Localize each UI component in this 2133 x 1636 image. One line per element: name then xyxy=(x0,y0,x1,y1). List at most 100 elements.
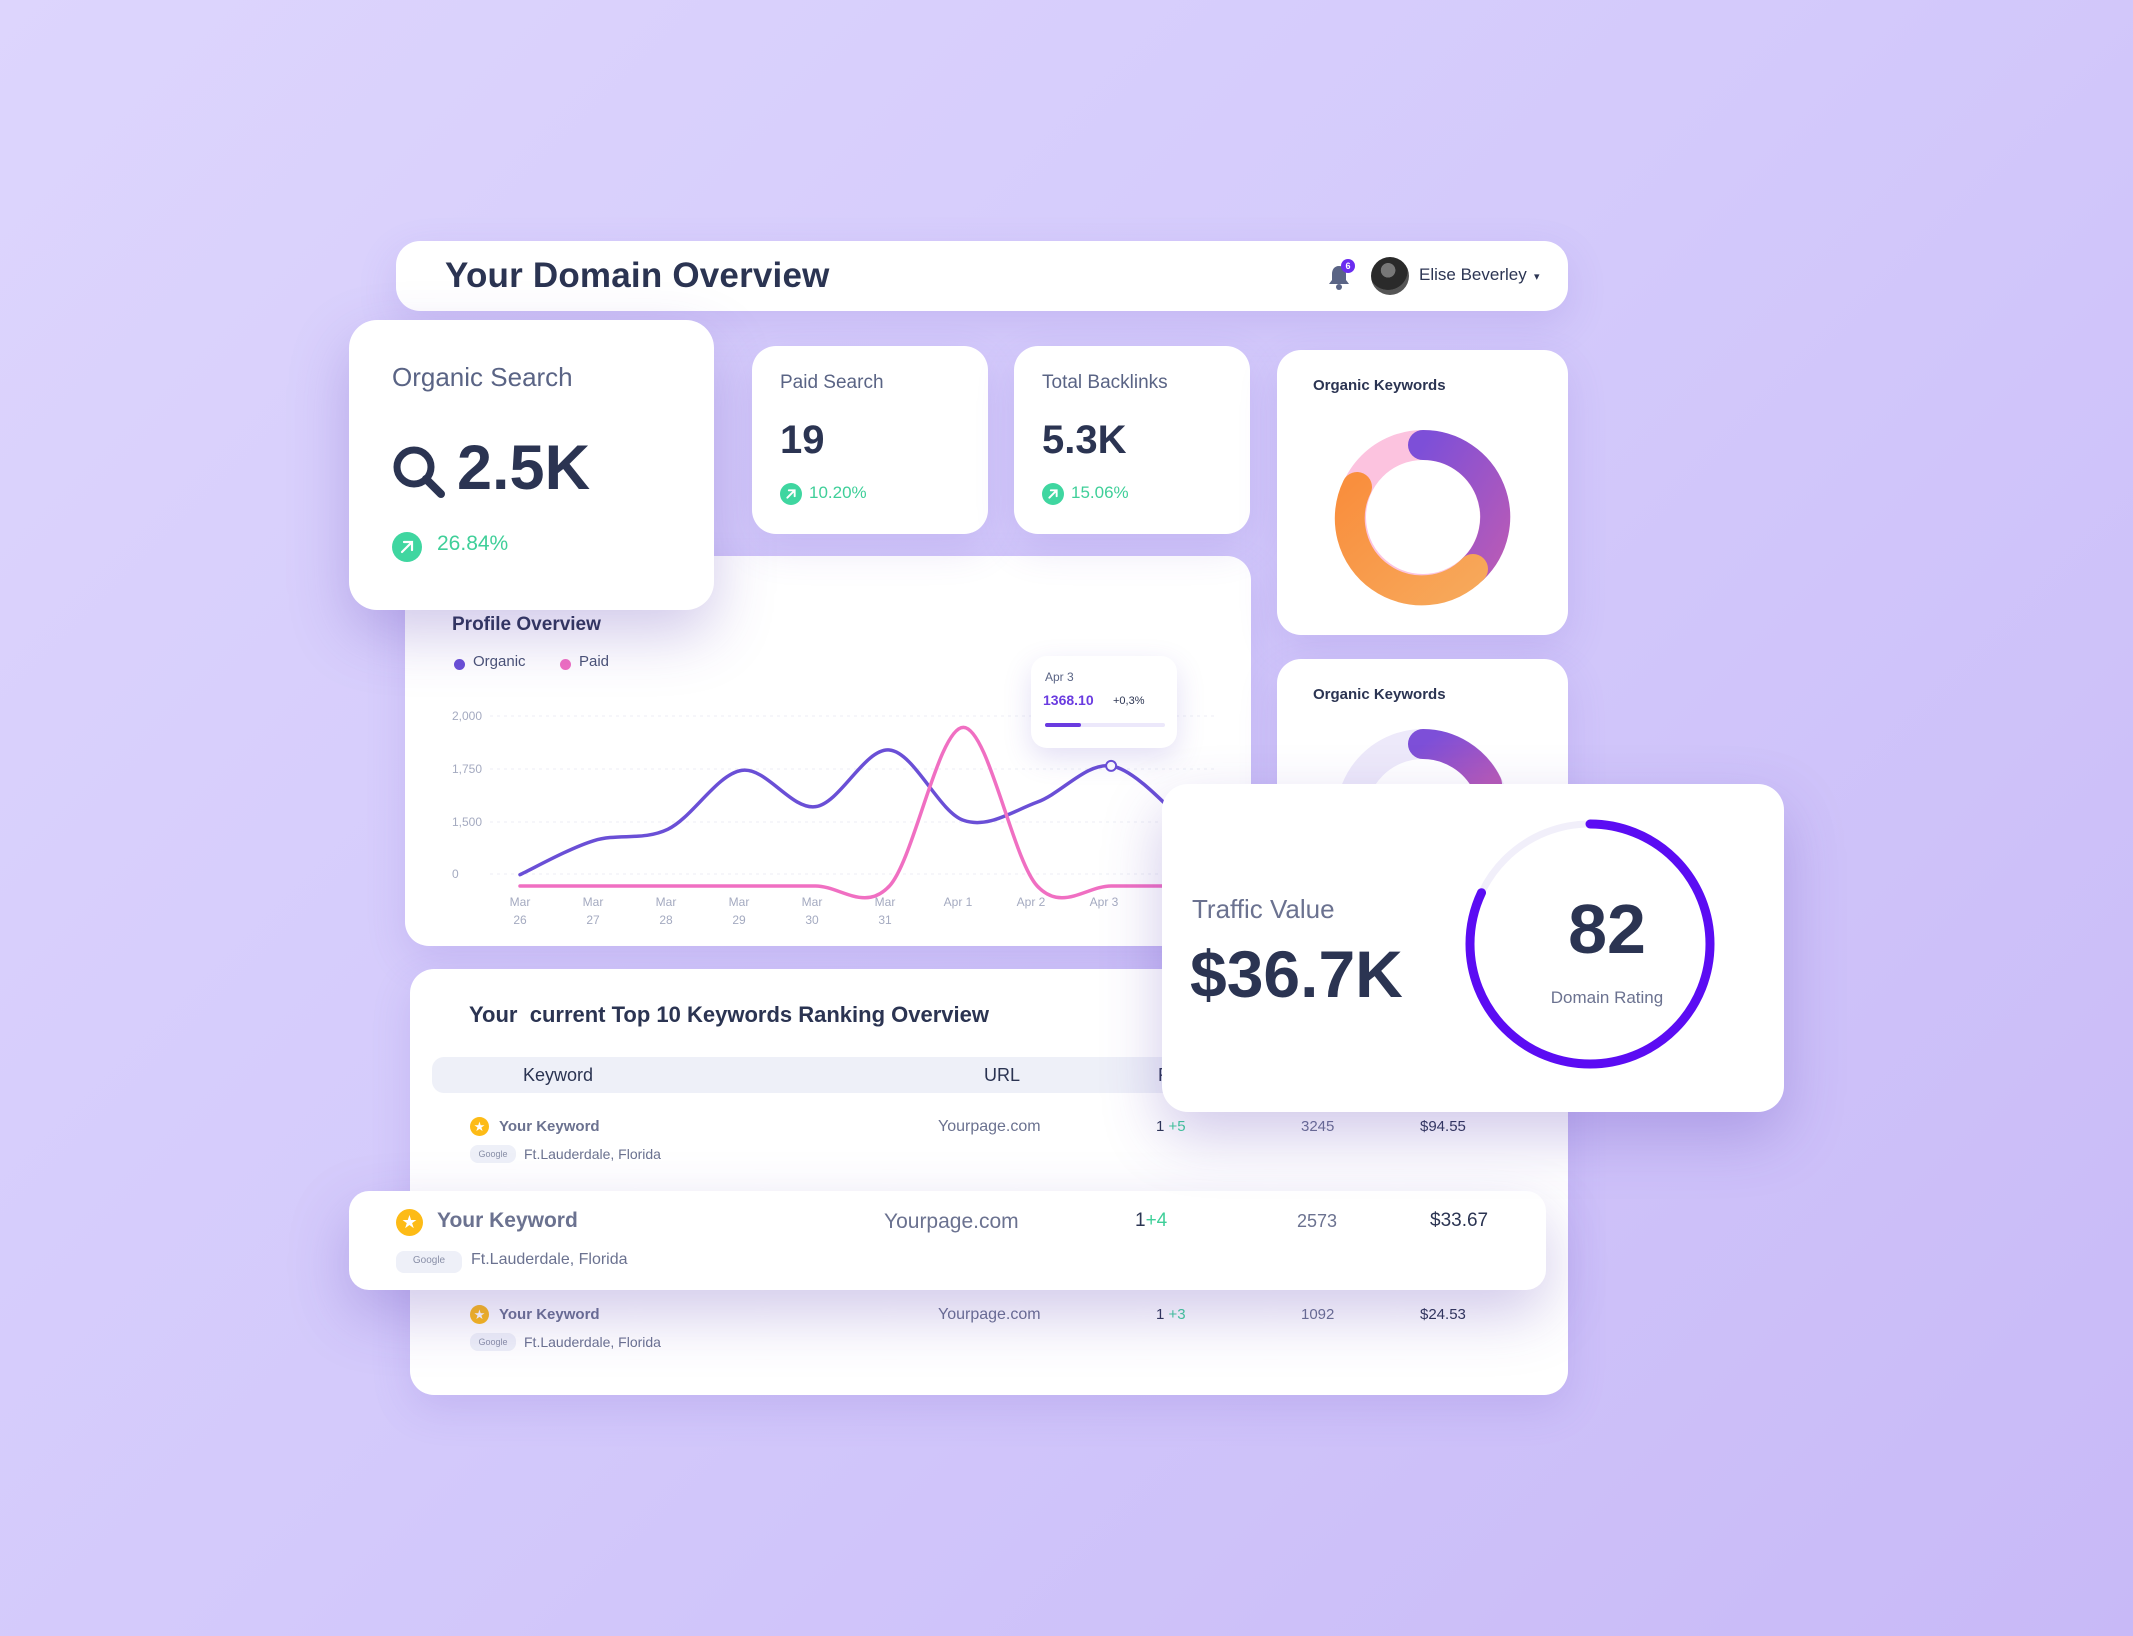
rank-delta: +4 xyxy=(1145,1210,1168,1231)
chevron-down-icon[interactable]: ▾ xyxy=(1534,271,1540,283)
rank-value: 1 +5 xyxy=(1156,1118,1186,1135)
x-tick-label: Mar xyxy=(729,895,750,909)
page-title: Your Domain Overview xyxy=(445,256,830,295)
engine-tag: Google xyxy=(470,1145,516,1163)
search-icon xyxy=(393,446,445,498)
paid-search-label: Paid Search xyxy=(780,372,884,393)
volume-value: 1092 xyxy=(1301,1306,1335,1323)
domain-rating-arc xyxy=(1465,819,1715,1069)
y-tick-label: 1,500 xyxy=(452,815,482,829)
url-link[interactable]: Yourpage.com xyxy=(884,1210,1019,1233)
arrow-up-right-icon xyxy=(1042,483,1064,505)
rank-value: 1+4 xyxy=(1135,1210,1167,1232)
star-icon: ★ xyxy=(470,1117,489,1136)
location-text: Ft.Lauderdale, Florida xyxy=(524,1334,661,1350)
keyword-text[interactable]: Your Keyword xyxy=(437,1209,578,1232)
tooltip-value: 1368.10 xyxy=(1043,692,1094,708)
y-tick-label: 1,750 xyxy=(452,762,482,776)
x-tick-label: Mar xyxy=(875,895,896,909)
location-text: Ft.Lauderdale, Florida xyxy=(471,1251,628,1268)
legend-paid-label: Paid xyxy=(579,653,610,670)
user-name[interactable]: Elise Beverley xyxy=(1419,265,1527,284)
x-tick-label: Mar xyxy=(656,895,677,909)
rank-number: 1 xyxy=(1156,1306,1165,1323)
column-url[interactable]: URL xyxy=(984,1065,1021,1085)
series-line-paid xyxy=(518,725,1187,900)
y-tick-label: 0 xyxy=(452,867,459,881)
volume-value: 3245 xyxy=(1301,1118,1335,1135)
highlighted-table-row[interactable]: ★ Your Keyword Google Ft.Lauderdale, Flo… xyxy=(349,1191,1546,1290)
total-backlinks-value: 5.3K xyxy=(1042,418,1127,462)
chart-tooltip: Apr 3 1368.10 +0,3% xyxy=(1031,656,1177,748)
engine-tag: Google xyxy=(396,1251,462,1273)
table-title: Your current Top 10 Keywords Ranking Ove… xyxy=(469,1002,989,1027)
paid-search-value: 19 xyxy=(780,418,825,462)
x-tick-label: 26 xyxy=(513,913,527,927)
tooltip-date: Apr 3 xyxy=(1045,670,1074,684)
engine-tag: Google xyxy=(470,1333,516,1351)
traffic-value: $36.7K xyxy=(1190,937,1403,1011)
paid-search-change: 10.20% xyxy=(809,483,867,502)
header-bar: Your Domain Overview 6 Elise Beverley ▾ xyxy=(396,241,1568,311)
cpc-value: $94.55 xyxy=(1420,1118,1466,1135)
total-backlinks-card[interactable]: Total Backlinks 5.3K 15.06% xyxy=(1014,346,1250,534)
x-tick-label: 28 xyxy=(659,913,673,927)
location-text: Ft.Lauderdale, Florida xyxy=(524,1146,661,1162)
cpc-value: $24.53 xyxy=(1420,1306,1466,1323)
star-icon: ★ xyxy=(396,1209,423,1236)
legend-organic-label: Organic xyxy=(473,653,526,670)
notification-badge: 6 xyxy=(1341,259,1355,273)
legend-organic-dot xyxy=(454,659,465,670)
x-tick-label: Apr 3 xyxy=(1090,895,1119,909)
organic-keywords-donut xyxy=(1334,429,1511,606)
series-line-organic xyxy=(518,748,1187,877)
column-keyword[interactable]: Keyword xyxy=(523,1065,594,1085)
organic-search-card[interactable]: Organic Search 2.5K 26.84% xyxy=(349,320,714,610)
rank-number: 1 xyxy=(1135,1210,1146,1231)
table-row[interactable]: ★ Your Keyword Google Ft.Lauderdale, Flo… xyxy=(410,1117,1568,1187)
legend-paid-dot xyxy=(560,659,571,670)
tooltip-change: +0,3% xyxy=(1113,695,1145,707)
x-tick-label: Mar xyxy=(510,895,531,909)
traffic-value-label: Traffic Value xyxy=(1192,894,1335,924)
keyword-text[interactable]: Your Keyword xyxy=(499,1118,600,1135)
arrow-up-right-icon xyxy=(392,532,422,562)
avatar[interactable] xyxy=(1371,257,1409,295)
volume-value: 2573 xyxy=(1297,1211,1338,1231)
donut-title: Organic Keywords xyxy=(1313,377,1446,394)
organic-search-value: 2.5K xyxy=(457,433,591,503)
rank-delta: +3 xyxy=(1168,1306,1186,1323)
profile-overview-title: Profile Overview xyxy=(452,614,601,635)
domain-rating-ring xyxy=(1465,819,1715,1069)
domain-rating-label: Domain Rating xyxy=(1550,988,1664,1007)
profile-overview-card: Profile Overview Organic Paid 2,000 1,750… xyxy=(405,556,1251,946)
donut-title: Organic Keywords xyxy=(1313,686,1446,703)
rank-value: 1 +3 xyxy=(1156,1306,1186,1323)
x-tick-label: Mar xyxy=(802,895,823,909)
total-backlinks-label: Total Backlinks xyxy=(1042,372,1168,393)
keyword-text[interactable]: Your Keyword xyxy=(499,1306,600,1323)
arrow-up-right-icon xyxy=(780,483,802,505)
x-tick-label: 30 xyxy=(805,913,819,927)
highlight-point[interactable] xyxy=(1105,759,1118,772)
x-tick-label: Apr 1 xyxy=(944,895,973,909)
rank-delta: +5 xyxy=(1168,1118,1186,1135)
x-tick-label: Mar xyxy=(583,895,604,909)
profile-overview-chart: 2,000 1,750 1,500 0 Mar 26 Mar 27 Mar 28 Mar 29 Mar 3… xyxy=(452,709,1215,927)
traffic-value-card[interactable]: Traffic Value $36.7K 82 Domain Rating xyxy=(1162,784,1784,1112)
star-icon: ★ xyxy=(470,1305,489,1324)
url-link[interactable]: Yourpage.com xyxy=(938,1118,1041,1135)
domain-rating-value: 82 xyxy=(1568,890,1646,968)
table-row[interactable]: ★ Your Keyword Google Ft.Lauderdale, Flo… xyxy=(410,1305,1568,1375)
x-tick-label: Apr 2 xyxy=(1017,895,1046,909)
url-link[interactable]: Yourpage.com xyxy=(938,1306,1041,1323)
x-tick-label: 27 xyxy=(586,913,600,927)
organic-keywords-donut-card[interactable]: Organic Keywords xyxy=(1277,350,1568,635)
organic-search-change: 26.84% xyxy=(437,532,509,555)
tooltip-progress-track xyxy=(1045,723,1165,727)
total-backlinks-change: 15.06% xyxy=(1071,483,1129,502)
organic-search-label: Organic Search xyxy=(392,362,573,392)
paid-search-card[interactable]: Paid Search 19 10.20% xyxy=(752,346,988,534)
x-tick-label: 31 xyxy=(878,913,892,927)
y-tick-label: 2,000 xyxy=(452,709,482,723)
